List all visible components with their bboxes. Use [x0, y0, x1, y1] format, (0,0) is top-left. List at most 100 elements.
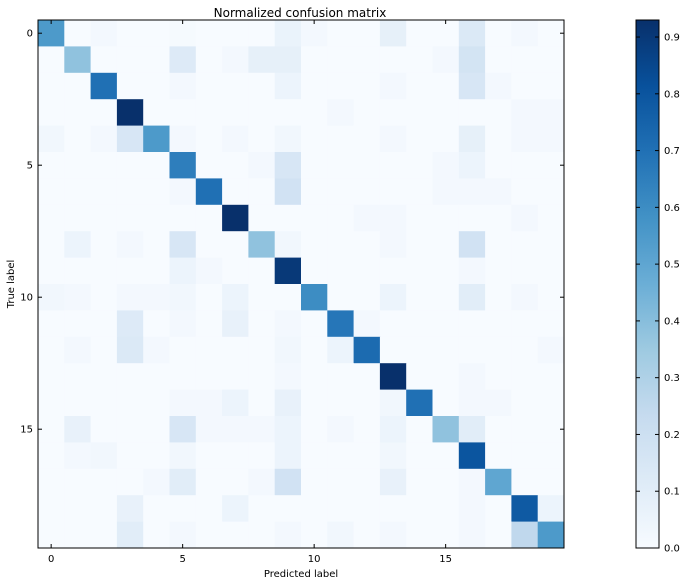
cell-10-6 — [195, 284, 223, 311]
cell-6-11 — [327, 178, 354, 206]
cell-16-8 — [248, 442, 276, 470]
cell-17-3 — [116, 468, 144, 496]
cell-13-7 — [222, 363, 249, 390]
cell-9-18 — [511, 257, 539, 285]
cell-14-13 — [379, 389, 407, 417]
cell-1-7 — [222, 46, 249, 74]
cell-5-10 — [301, 152, 328, 179]
cell-13-14 — [406, 363, 433, 390]
cell-0-6 — [195, 20, 223, 47]
colorbar-tick-label: 0.3 — [664, 373, 680, 384]
cell-7-16 — [458, 204, 486, 232]
cell-9-9 — [274, 257, 302, 285]
cell-3-15 — [432, 99, 460, 126]
cell-13-12 — [353, 363, 381, 390]
cell-11-19 — [537, 310, 565, 338]
colorbar-tick-label: 0.0 — [664, 544, 680, 555]
cell-3-9 — [274, 99, 302, 126]
cell-0-11 — [327, 20, 354, 47]
colorbar-tick-label: 0.4 — [664, 316, 680, 327]
cell-9-19 — [537, 257, 565, 285]
cell-10-17 — [485, 284, 512, 311]
cell-17-10 — [301, 468, 328, 496]
cell-14-12 — [353, 389, 381, 417]
cell-10-4 — [143, 284, 170, 311]
cell-16-13 — [379, 442, 407, 470]
cell-9-8 — [248, 257, 276, 285]
cell-6-19 — [537, 178, 565, 206]
cell-13-9 — [274, 363, 302, 390]
cell-4-11 — [327, 125, 354, 153]
cell-13-3 — [116, 363, 144, 390]
cell-9-11 — [327, 257, 354, 285]
cell-14-11 — [327, 389, 354, 417]
cell-7-13 — [379, 204, 407, 232]
cell-7-12 — [353, 204, 381, 232]
cell-7-1 — [64, 204, 91, 232]
cell-5-19 — [537, 152, 565, 179]
cell-7-15 — [432, 204, 460, 232]
cell-5-15 — [432, 152, 460, 179]
cell-4-15 — [432, 125, 460, 153]
cell-19-11 — [327, 521, 354, 549]
cell-13-6 — [195, 363, 223, 390]
cell-8-19 — [537, 231, 565, 258]
cell-9-4 — [143, 257, 170, 285]
cell-12-11 — [327, 336, 354, 364]
cell-8-16 — [458, 231, 486, 258]
cell-3-18 — [511, 99, 539, 126]
cell-3-12 — [353, 99, 381, 126]
x-tick-label-0: 0 — [48, 554, 54, 565]
cell-10-8 — [248, 284, 276, 311]
cell-13-18 — [511, 363, 539, 390]
cell-17-17 — [485, 468, 512, 496]
cell-18-8 — [248, 495, 276, 522]
cell-11-9 — [274, 310, 302, 338]
cell-18-12 — [353, 495, 381, 522]
cell-14-10 — [301, 389, 328, 417]
cell-17-9 — [274, 468, 302, 496]
cell-10-12 — [353, 284, 381, 311]
cell-13-10 — [301, 363, 328, 390]
cell-8-12 — [353, 231, 381, 258]
cell-16-17 — [485, 442, 512, 470]
cell-4-18 — [511, 125, 539, 153]
y-axis-label: True label — [6, 260, 17, 310]
cell-16-0 — [38, 442, 65, 470]
cell-13-13 — [379, 363, 407, 390]
cell-9-7 — [222, 257, 249, 285]
cell-13-19 — [537, 363, 565, 390]
cell-0-8 — [248, 20, 276, 47]
cell-15-10 — [301, 416, 328, 443]
cell-7-0 — [38, 204, 65, 232]
cell-10-19 — [537, 284, 565, 311]
cell-9-2 — [90, 257, 118, 285]
cell-10-5 — [169, 284, 197, 311]
cell-11-17 — [485, 310, 512, 338]
x-tick-label-10: 10 — [308, 554, 321, 565]
cell-14-18 — [511, 389, 539, 417]
cell-11-18 — [511, 310, 539, 338]
cell-0-17 — [485, 20, 512, 47]
cell-12-0 — [38, 336, 65, 364]
cell-19-4 — [143, 521, 170, 549]
cell-14-7 — [222, 389, 249, 417]
cell-4-3 — [116, 125, 144, 153]
cell-6-12 — [353, 178, 381, 206]
cell-18-1 — [64, 495, 91, 522]
cell-15-14 — [406, 416, 433, 443]
cell-17-16 — [458, 468, 486, 496]
cell-14-1 — [64, 389, 91, 417]
cell-7-18 — [511, 204, 539, 232]
cell-1-2 — [90, 46, 118, 74]
cell-11-5 — [169, 310, 197, 338]
y-tick-label-10: 10 — [20, 293, 33, 304]
cell-12-10 — [301, 336, 328, 364]
cell-4-10 — [301, 125, 328, 153]
cell-2-7 — [222, 72, 249, 100]
cell-12-1 — [64, 336, 91, 364]
cell-16-10 — [301, 442, 328, 470]
cell-8-5 — [169, 231, 197, 258]
cell-19-10 — [301, 521, 328, 549]
cell-19-0 — [38, 521, 65, 549]
